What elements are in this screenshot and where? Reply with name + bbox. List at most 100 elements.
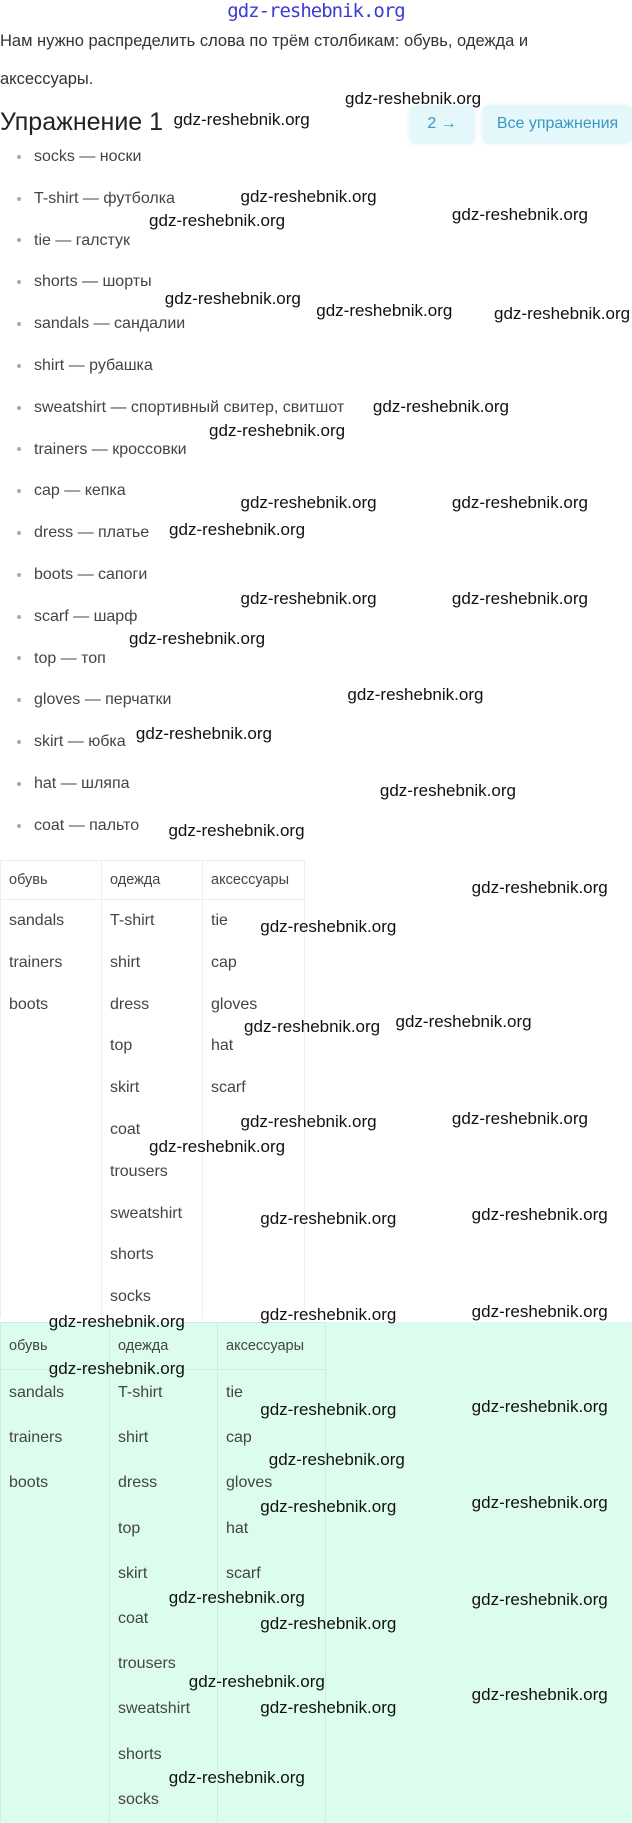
table-header-row: обувь одежда аксессуары (0, 1322, 326, 1370)
table-body-row: sandals trainers boots T-shirt shirt dress top… (0, 1369, 326, 1822)
table-cell: boots (9, 995, 49, 1013)
table-cell: skirt (118, 1564, 148, 1582)
table-column: T-shirt shirt dress top skirt coat trousers swe… (101, 899, 203, 1318)
bullet-icon (17, 447, 21, 452)
table-cell: cap (211, 953, 237, 971)
list-item: gloves — перчатки (17, 690, 171, 710)
watermark: gdz-reshebnik.org (316, 301, 453, 321)
table-cell: socks (110, 1288, 151, 1306)
list-item: shorts — шорты (17, 272, 152, 292)
bullet-icon (17, 614, 21, 619)
watermark: gdz-reshebnik.org (260, 1208, 397, 1228)
list-item-text: dress — платье (34, 524, 150, 542)
all-exercises-button[interactable]: Все упражнения (483, 105, 632, 142)
watermark: gdz-reshebnik.org (135, 724, 272, 744)
table-cell: hat (226, 1519, 249, 1537)
bullet-icon (17, 572, 21, 577)
table-cell: hat (211, 1037, 234, 1055)
table-cell: scarf (226, 1564, 261, 1582)
watermark: gdz-reshebnik.org (240, 1112, 377, 1132)
table-cell: shirt (110, 953, 141, 971)
watermark: gdz-reshebnik.org (168, 1767, 305, 1787)
watermark: gdz-reshebnik.org (471, 1205, 608, 1225)
table-cell: top (118, 1519, 141, 1537)
table-cell: cap (226, 1429, 252, 1447)
list-item-text: hat — шляпа (34, 775, 130, 792)
table-column: sandals trainers boots (0, 899, 102, 1318)
watermark: gdz-reshebnik.org (260, 1697, 397, 1717)
list-item-text: gloves — перчатки (34, 691, 172, 709)
watermark: gdz-reshebnik.org (209, 421, 346, 441)
list-item-text: trainers — кроссовки (34, 440, 187, 458)
list-item-text: socks — носки (34, 148, 142, 165)
intro-line-2: аксессуары. (0, 70, 94, 88)
table-body-row: sandals trainers boots T-shirt shirt dress top… (0, 899, 305, 1318)
list-item: sandals — сандалии (17, 314, 185, 334)
column-header: аксессуары (202, 860, 305, 900)
watermark: gdz-reshebnik.org (260, 1496, 397, 1516)
table-column: tie cap gloves hat scarf (217, 1369, 326, 1822)
list-item-text: skirt — юбка (34, 733, 126, 751)
list-item: dress — платье (17, 523, 149, 543)
watermark: gdz-reshebnik.org (471, 877, 608, 897)
table-cell: sweatshirt (118, 1700, 191, 1718)
next-exercise-button[interactable]: 2 → (410, 105, 474, 142)
column-header: обувь (0, 1322, 110, 1370)
watermark: gdz-reshebnik.org (48, 1311, 185, 1331)
table-cell: sandals (9, 1384, 65, 1401)
list-item: cap — кепка (17, 481, 126, 501)
list-item-text: shirt — рубашка (34, 357, 153, 374)
watermark: gdz-reshebnik.org (240, 589, 377, 609)
watermark: gdz-reshebnik.org (395, 1012, 532, 1032)
list-item: tie — галстук (17, 231, 130, 251)
bullet-icon (17, 823, 21, 828)
list-item: trainers — кроссовки (17, 440, 187, 460)
top-watermark: gdz-reshebnik.org (227, 0, 405, 22)
list-item-text: sandals — сандалии (34, 315, 186, 333)
bullet-icon (17, 363, 21, 368)
table-cell: boots (9, 1474, 49, 1492)
watermark: gdz-reshebnik.org (260, 917, 397, 937)
list-item-text: shorts — шорты (34, 273, 152, 291)
table-column: T-shirt shirt dress top skirt coat trousers swe… (109, 1369, 218, 1822)
bullet-icon (17, 489, 21, 494)
watermark: gdz-reshebnik.org (471, 1396, 608, 1416)
list-item-text: boots — сапоги (34, 566, 148, 583)
watermark: gdz-reshebnik.org (471, 1493, 608, 1513)
list-item-text: sweatshirt — спортивный свитер, свитшот (34, 398, 345, 416)
bullet-icon (17, 280, 21, 285)
watermark: gdz-reshebnik.org (494, 303, 631, 323)
table-cell: tie (226, 1384, 243, 1401)
table-cell: sweatshirt (110, 1204, 183, 1222)
list-item-text: tie — галстук (34, 231, 131, 249)
watermark: gdz-reshebnik.org (260, 1614, 397, 1634)
table-cell: socks (118, 1790, 159, 1808)
watermark: gdz-reshebnik.org (372, 396, 509, 416)
watermark: gdz-reshebnik.org (173, 109, 310, 129)
column-header: одежда (101, 860, 203, 900)
list-item: scarf — шарф (17, 607, 137, 627)
table-cell: gloves (211, 995, 258, 1013)
watermark: gdz-reshebnik.org (471, 1589, 608, 1609)
table-cell: trainers (9, 1429, 63, 1447)
bullet-icon (17, 154, 21, 159)
table-cell: dress (110, 995, 150, 1013)
table-cell: sandals (9, 912, 65, 929)
bullet-icon (17, 739, 21, 744)
watermark: gdz-reshebnik.org (260, 1305, 397, 1325)
watermark: gdz-reshebnik.org (345, 89, 482, 109)
watermark: gdz-reshebnik.org (471, 1685, 608, 1704)
table-cell: shorts (110, 1246, 154, 1264)
bullet-icon (17, 656, 21, 661)
list-item-text: cap — кепка (34, 482, 126, 500)
watermark: gdz-reshebnik.org (451, 589, 588, 609)
watermark: gdz-reshebnik.org (149, 210, 286, 230)
table-cell: trousers (118, 1655, 176, 1673)
table-cell: dress (118, 1474, 158, 1492)
watermark: gdz-reshebnik.org (240, 186, 377, 206)
answer-table: обувь одежда аксессуары sandals trainers boot… (0, 860, 305, 1318)
table-cell: scarf (211, 1079, 246, 1097)
watermark: gdz-reshebnik.org (451, 1108, 588, 1128)
watermark: gdz-reshebnik.org (347, 684, 484, 704)
watermark: gdz-reshebnik.org (451, 493, 588, 513)
